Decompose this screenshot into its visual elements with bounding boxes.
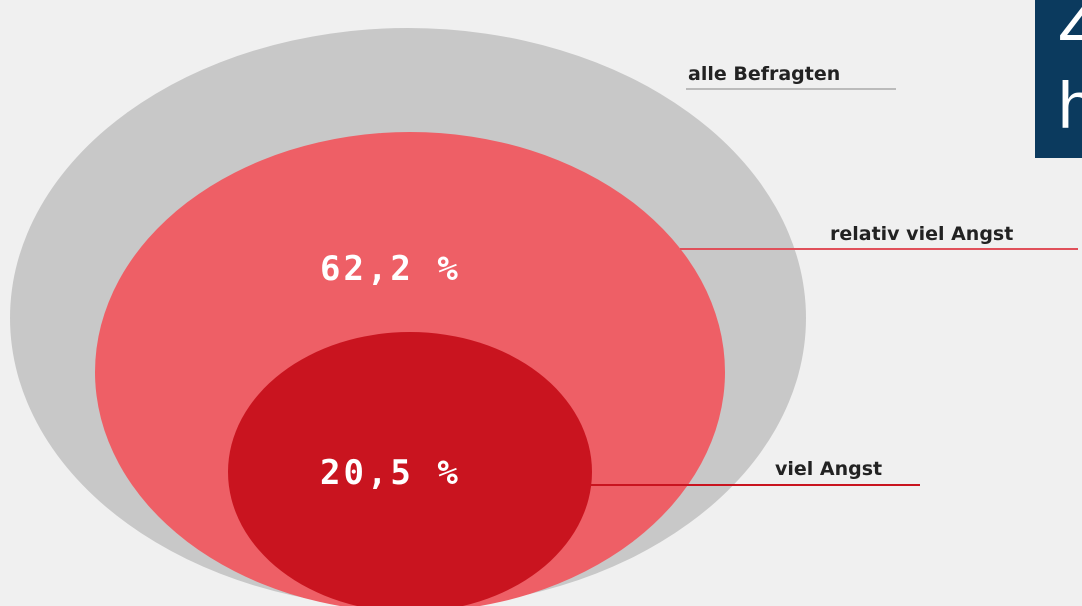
ring-label: viel Angst <box>775 458 882 480</box>
percent-label: 62,2 % <box>320 249 461 289</box>
ring-label: alle Befragten <box>688 63 840 85</box>
percent-label: 20,5 % <box>320 453 461 493</box>
corner-text: Z <box>1058 0 1082 54</box>
corner-box <box>1035 0 1082 158</box>
ring-label: relativ viel Angst <box>830 223 1013 245</box>
corner-text: h <box>1058 68 1082 142</box>
inner-ellipse <box>228 332 592 606</box>
